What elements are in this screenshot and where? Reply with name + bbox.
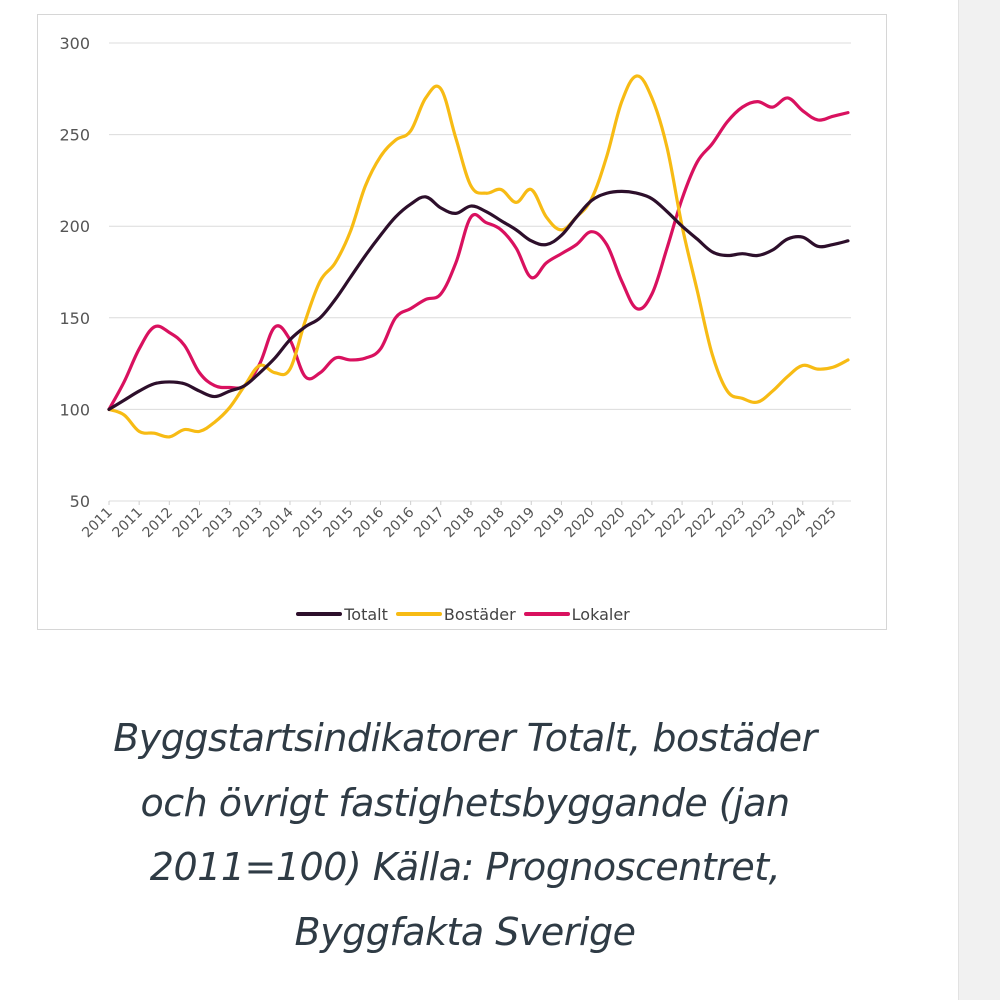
legend-item: Bostäder: [395, 604, 516, 624]
x-tick-label: 2013: [200, 505, 237, 542]
caption-line-2: och övrigt fastighetsbyggande (jan: [140, 780, 790, 825]
x-tick-label: 2018: [441, 505, 478, 542]
legend-swatch: [296, 612, 343, 616]
legend-item: Lokaler: [523, 604, 630, 624]
line-chart: 3002502001501005020112011201220122013201…: [59, 34, 851, 542]
caption-line-3: 2011=100) Källa: Prognoscentret,: [149, 845, 781, 890]
x-tick-label: 2016: [351, 504, 388, 541]
x-tick-label: 2020: [562, 505, 599, 542]
page-scrollbar-track: [958, 0, 1000, 1000]
x-tick-label: 2022: [652, 505, 689, 542]
y-tick-label: 150: [59, 309, 90, 328]
chart-container: 300 250 200 150 100 50 2011 2011 2012 2012 2013 201…: [37, 14, 887, 630]
x-tick-label: 2018: [471, 505, 508, 542]
x-tick-label: 2020: [592, 505, 629, 542]
x-tick-label: 2015: [290, 505, 327, 542]
chart-legend: Totalt Bostäder Lokaler: [38, 603, 888, 625]
x-tick-label: 2023: [713, 505, 750, 542]
x-tick-label: 2011: [109, 505, 146, 542]
legend-swatch: [523, 612, 570, 616]
x-tick-label: 2017: [411, 505, 448, 542]
y-tick-label: 50: [70, 492, 90, 511]
x-tick-label: 2013: [230, 505, 267, 542]
series-line-lokaler: [107, 96, 850, 411]
x-tick-label: 2019: [532, 505, 569, 542]
x-tick-label: 2012: [170, 505, 207, 542]
y-tick-label: 300: [59, 34, 90, 53]
legend-label: Lokaler: [571, 604, 630, 624]
x-tick-label: 2023: [743, 505, 780, 542]
x-tick-label: 2021: [622, 505, 659, 542]
figure-caption: Byggstartsindikatorer Totalt, bostäder o…: [40, 706, 890, 964]
legend-label: Totalt: [344, 604, 388, 624]
x-tick-label: 2012: [140, 505, 177, 542]
series-line-bostader: [107, 74, 850, 439]
x-tick-label: 2024: [773, 504, 810, 541]
series-line-totalt: [107, 189, 850, 411]
x-tick-label: 2016: [381, 504, 418, 541]
y-tick-label: 250: [59, 126, 90, 145]
legend-label: Bostäder: [443, 604, 516, 624]
y-tick-label: 100: [59, 400, 90, 419]
y-tick-label: 200: [59, 217, 90, 236]
x-tick-label: 2015: [321, 505, 358, 542]
x-tick-label: 2019: [502, 505, 539, 542]
caption-line-4: Byggfakta Sverige: [294, 909, 636, 954]
legend-item: Totalt: [296, 605, 388, 624]
x-tick-label: 2022: [683, 505, 720, 542]
legend-swatch: [395, 612, 442, 616]
x-tick-label: 2014: [260, 504, 297, 541]
x-tick-label: 2025: [803, 505, 840, 542]
caption-line-1: Byggstartsindikatorer Totalt, bostäder: [113, 716, 817, 760]
